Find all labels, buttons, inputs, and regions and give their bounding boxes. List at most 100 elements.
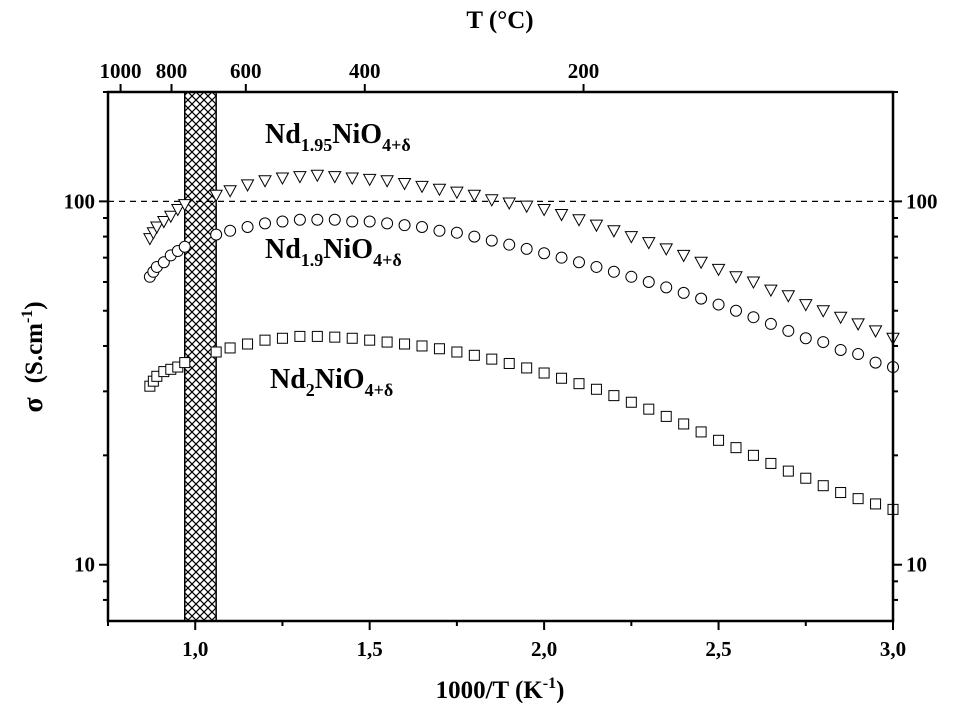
data-point	[179, 357, 191, 369]
plot-frame	[106, 90, 895, 623]
series-label-nd19: Nd1.9NiO4+δ	[265, 234, 402, 270]
data-point	[817, 336, 830, 349]
data-point	[817, 480, 829, 492]
data-point	[327, 171, 342, 184]
data-point	[607, 225, 621, 238]
data-point	[276, 215, 289, 228]
data-point	[589, 219, 604, 233]
data-point	[433, 224, 446, 237]
data-point	[259, 217, 271, 230]
data-point	[537, 203, 551, 217]
data-point	[816, 305, 831, 318]
x-tick-label: 1,0	[182, 637, 208, 661]
data-point	[764, 317, 777, 330]
data-point	[485, 234, 498, 247]
data-point	[572, 214, 586, 227]
data-point	[150, 221, 164, 235]
data-point	[467, 189, 482, 203]
data-point	[538, 247, 551, 260]
data-point	[468, 349, 480, 361]
y-tick-label-right: 10	[906, 553, 927, 577]
data-point	[363, 215, 376, 228]
data-point	[224, 342, 236, 354]
data-point	[503, 238, 516, 251]
data-point	[398, 219, 411, 232]
data-point	[293, 213, 306, 226]
data-point	[590, 260, 603, 273]
data-point	[677, 286, 690, 299]
data-point	[258, 175, 272, 188]
data-point	[747, 449, 759, 461]
data-point	[694, 256, 708, 270]
data-point	[695, 426, 707, 438]
data-point	[676, 249, 691, 263]
data-point	[170, 203, 185, 217]
data-point	[712, 298, 725, 311]
data-point	[311, 330, 323, 342]
data-point	[432, 183, 447, 197]
x-tick-label: 1,5	[357, 637, 383, 661]
data-point	[643, 403, 655, 415]
data-point	[695, 292, 708, 305]
data-point	[397, 177, 412, 191]
data-point	[163, 210, 178, 224]
data-point	[782, 465, 794, 477]
data-point	[275, 172, 290, 186]
data-point	[380, 175, 394, 188]
data-point	[310, 169, 325, 183]
y-tick-label-left: 100	[64, 189, 96, 213]
y-axis-title: σ(S.cm-1)	[18, 301, 49, 412]
data-point	[364, 334, 376, 346]
data-point	[156, 216, 171, 229]
data-point	[224, 224, 237, 237]
data-point	[834, 343, 847, 356]
data-point	[852, 493, 864, 505]
series-2	[144, 330, 899, 515]
data-point	[764, 284, 778, 298]
top-axis-title: T (°C)	[466, 7, 533, 34]
x-tick-label: 2,5	[705, 637, 731, 661]
data-point	[642, 275, 655, 288]
data-point	[399, 338, 411, 350]
x-tick-label: 2,0	[531, 637, 557, 661]
data-point	[468, 230, 481, 243]
top-tick-label: 400	[349, 59, 381, 83]
data-point	[625, 396, 637, 408]
data-point	[210, 228, 223, 241]
data-point	[209, 189, 223, 203]
data-point	[240, 179, 255, 192]
data-point	[381, 217, 394, 230]
data-point	[329, 331, 341, 343]
data-point	[607, 265, 620, 278]
data-point	[730, 304, 742, 317]
data-point	[556, 372, 568, 384]
data-point	[362, 173, 377, 187]
top-tick-label: 600	[230, 59, 262, 83]
data-point	[177, 199, 192, 212]
data-point	[800, 472, 812, 484]
data-point	[538, 367, 550, 379]
data-point	[520, 242, 533, 255]
series-layer	[143, 169, 900, 515]
data-point	[311, 213, 324, 226]
data-point	[415, 180, 429, 194]
series-0	[143, 169, 900, 346]
data-point	[381, 336, 393, 348]
data-point	[781, 290, 796, 303]
data-point	[624, 231, 639, 244]
data-point	[242, 338, 254, 350]
data-point	[328, 213, 341, 226]
data-point	[521, 362, 533, 374]
data-point	[713, 434, 725, 446]
x-axis-title: 1000/T (K-1)	[436, 675, 565, 703]
data-point	[573, 378, 585, 390]
data-point	[451, 346, 463, 358]
data-point	[346, 215, 359, 228]
data-point	[835, 487, 847, 499]
top-tick-label: 1000	[100, 59, 142, 83]
data-point	[782, 324, 795, 337]
data-point	[746, 276, 761, 290]
data-point	[293, 171, 307, 184]
series-label-nd195: Nd1.95NiO4+δ	[265, 119, 411, 155]
data-point	[641, 237, 656, 250]
